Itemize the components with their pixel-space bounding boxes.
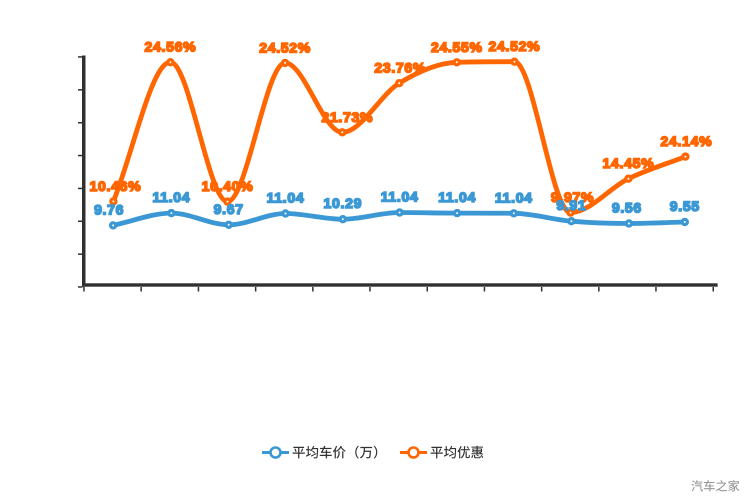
svg-text:9.76: 9.76 [94,201,124,217]
svg-text:24.52%: 24.52% [489,38,541,54]
svg-text:9.56: 9.56 [612,200,642,216]
svg-text:9.91: 9.91 [556,197,586,213]
svg-text:24.55%: 24.55% [431,39,483,55]
svg-text:24.52%: 24.52% [259,39,311,55]
svg-text:11.04: 11.04 [495,189,533,205]
svg-text:9.67: 9.67 [214,201,244,217]
svg-text:21.73%: 21.73% [321,109,373,125]
svg-text:24.56%: 24.56% [145,39,197,55]
svg-text:10.40%: 10.40% [202,178,254,194]
svg-text:9.55: 9.55 [670,198,700,214]
svg-text:11.04: 11.04 [153,189,191,205]
svg-text:11.04: 11.04 [267,190,305,206]
svg-text:10.29: 10.29 [324,195,363,211]
svg-text:10.46%: 10.46% [90,178,142,194]
svg-text:11.04: 11.04 [438,189,476,205]
svg-text:11.04: 11.04 [381,189,419,205]
svg-text:23.76%: 23.76% [374,60,426,76]
svg-text:14.45%: 14.45% [603,155,655,171]
svg-text:9.97%: 9.97% [551,189,594,205]
svg-text:24.14%: 24.14% [661,133,713,149]
